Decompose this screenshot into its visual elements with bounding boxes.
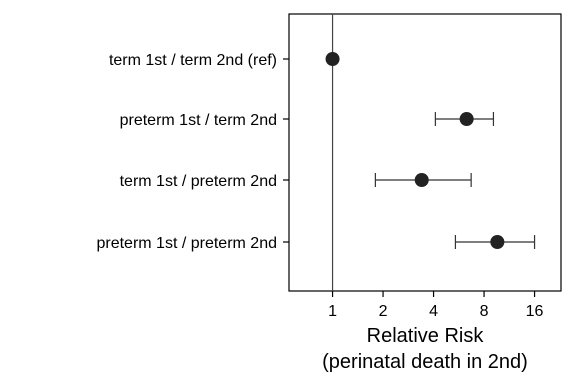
- x-axis-title-line1: Relative Risk: [367, 325, 485, 347]
- x-tick-label: 8: [480, 303, 489, 320]
- estimate-point: [414, 173, 429, 187]
- estimate-point: [490, 235, 505, 249]
- plot-frame: [288, 13, 562, 292]
- row-label: preterm 1st / preterm 2nd: [96, 235, 277, 252]
- row-label: term 1st / preterm 2nd: [120, 173, 277, 190]
- row-label: term 1st / term 2nd (ref): [109, 52, 277, 69]
- x-axis-title-line2: (perinatal death in 2nd): [322, 351, 528, 373]
- estimate-point: [459, 112, 474, 126]
- forest-row: preterm 1st / term 2nd: [120, 112, 495, 129]
- forest-row: term 1st / term 2nd (ref): [109, 52, 340, 69]
- x-tick-label: 2: [379, 303, 388, 320]
- x-tick-label: 4: [429, 303, 438, 320]
- estimate-point: [325, 52, 340, 66]
- x-axis-ticks: 1 2 4 8 16: [328, 291, 544, 320]
- forest-row: preterm 1st / preterm 2nd: [96, 235, 536, 252]
- x-tick-label: 16: [526, 303, 544, 320]
- forest-row: term 1st / preterm 2nd: [120, 173, 472, 190]
- x-tick-label: 1: [328, 303, 337, 320]
- rows-group: term 1st / term 2nd (ref) preterm 1st / t…: [96, 52, 536, 252]
- row-label: preterm 1st / term 2nd: [120, 112, 277, 129]
